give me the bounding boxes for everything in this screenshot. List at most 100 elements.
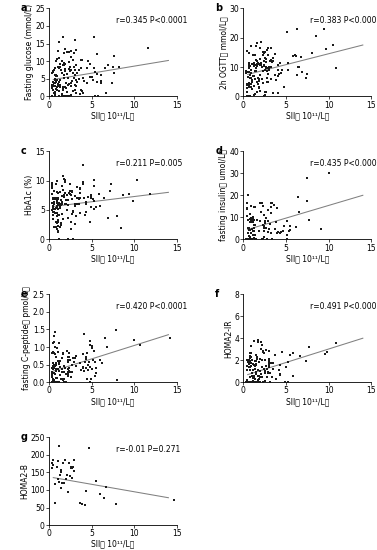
Point bbox=[60, 84, 66, 92]
Point bbox=[66, 79, 72, 88]
Point bbox=[251, 373, 257, 382]
Point bbox=[74, 199, 80, 208]
Point bbox=[247, 235, 253, 244]
Point bbox=[59, 210, 65, 219]
Point bbox=[254, 78, 260, 87]
Point bbox=[55, 218, 61, 227]
Point bbox=[49, 184, 55, 192]
Point bbox=[252, 51, 258, 59]
Point bbox=[268, 208, 274, 217]
Point bbox=[247, 218, 253, 227]
Text: r=-0.01 P=0.271: r=-0.01 P=0.271 bbox=[115, 445, 180, 454]
Point bbox=[51, 200, 57, 209]
Point bbox=[54, 83, 60, 92]
Point bbox=[79, 87, 85, 96]
Point bbox=[258, 369, 264, 378]
Point bbox=[82, 211, 88, 219]
Point bbox=[63, 377, 69, 386]
Point bbox=[49, 364, 55, 372]
Point bbox=[83, 198, 89, 207]
Point bbox=[255, 366, 261, 375]
Point bbox=[57, 356, 63, 365]
Point bbox=[86, 357, 92, 366]
Point bbox=[52, 81, 58, 90]
Point bbox=[257, 217, 263, 226]
Point bbox=[245, 235, 251, 244]
Point bbox=[251, 59, 257, 68]
Point bbox=[69, 206, 75, 215]
Point bbox=[246, 68, 252, 76]
Point bbox=[49, 367, 55, 376]
Point bbox=[55, 227, 61, 236]
Point bbox=[265, 69, 271, 78]
Point bbox=[245, 378, 251, 387]
Point bbox=[53, 360, 59, 368]
Point bbox=[58, 200, 64, 208]
Point bbox=[70, 235, 76, 244]
Point bbox=[262, 88, 268, 97]
Point bbox=[246, 64, 252, 73]
Point bbox=[263, 345, 269, 354]
Point bbox=[50, 67, 56, 76]
Point bbox=[77, 89, 83, 98]
Point bbox=[49, 182, 55, 190]
Point bbox=[247, 354, 253, 362]
Point bbox=[58, 220, 64, 229]
Point bbox=[265, 228, 271, 236]
Point bbox=[58, 200, 64, 208]
Point bbox=[267, 64, 273, 73]
Point bbox=[55, 222, 61, 230]
Point bbox=[66, 366, 72, 375]
Point bbox=[244, 378, 250, 387]
Point bbox=[244, 365, 250, 374]
Point bbox=[252, 90, 258, 98]
Point bbox=[71, 466, 77, 475]
Point bbox=[256, 76, 262, 85]
Point bbox=[248, 342, 254, 350]
Point bbox=[57, 188, 63, 196]
Point bbox=[250, 212, 256, 221]
Point bbox=[65, 195, 71, 204]
Point bbox=[252, 60, 258, 69]
Point bbox=[249, 85, 255, 94]
Point bbox=[111, 69, 117, 78]
Point bbox=[258, 207, 264, 216]
Point bbox=[102, 333, 108, 342]
Point bbox=[323, 45, 329, 53]
Point bbox=[91, 175, 97, 184]
Point bbox=[275, 65, 281, 74]
Point bbox=[50, 349, 56, 358]
Point bbox=[53, 366, 59, 375]
Point bbox=[67, 355, 73, 364]
Point bbox=[257, 367, 263, 376]
Point bbox=[322, 349, 328, 358]
Point bbox=[248, 42, 254, 51]
Point bbox=[251, 227, 257, 236]
Point bbox=[63, 84, 69, 92]
Point bbox=[52, 362, 58, 371]
Point bbox=[252, 221, 258, 229]
Point bbox=[126, 189, 132, 198]
Point bbox=[77, 185, 83, 194]
Point bbox=[284, 363, 290, 372]
Point bbox=[287, 351, 293, 360]
Point bbox=[250, 76, 256, 85]
Point bbox=[57, 82, 63, 91]
Point bbox=[51, 89, 57, 97]
Point bbox=[93, 203, 99, 212]
Point bbox=[274, 71, 280, 80]
X-axis label: SII（ 10¹¹/L）: SII（ 10¹¹/L） bbox=[91, 254, 135, 263]
Point bbox=[261, 378, 267, 387]
Point bbox=[244, 84, 250, 92]
Point bbox=[49, 358, 55, 367]
Point bbox=[247, 372, 253, 381]
Point bbox=[244, 81, 250, 90]
Point bbox=[53, 377, 59, 386]
Point bbox=[261, 62, 267, 71]
Point bbox=[248, 202, 254, 211]
Point bbox=[252, 375, 258, 383]
Point bbox=[78, 366, 84, 375]
Point bbox=[265, 43, 271, 52]
Point bbox=[95, 189, 101, 198]
Point bbox=[95, 92, 101, 101]
